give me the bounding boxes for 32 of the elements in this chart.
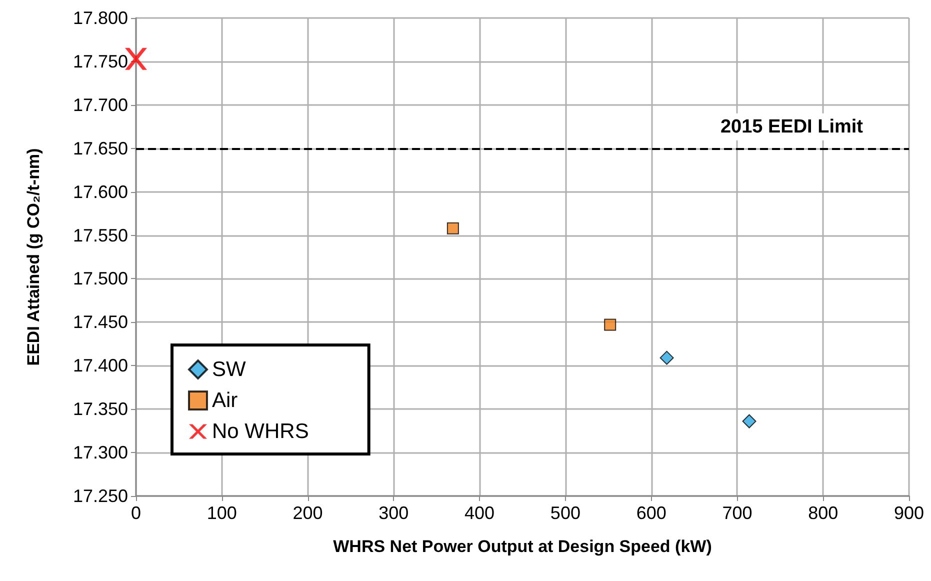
x-tick-label: 200 <box>292 503 323 523</box>
y-tick-label: 17.600 <box>72 182 128 202</box>
legend-label: SW <box>212 358 246 381</box>
x-tick-label: 400 <box>464 503 495 523</box>
point <box>446 222 459 234</box>
x-tick-label: 300 <box>378 503 409 523</box>
x-tick-label: 600 <box>636 503 666 523</box>
ref-line-label: 2015 EEDI Limit <box>720 116 864 138</box>
y-tick-label: 17.250 <box>72 486 128 506</box>
x-tick-label: 800 <box>808 503 838 523</box>
point <box>604 318 616 331</box>
x-tick-label: 700 <box>722 503 752 523</box>
x-tick-label: 100 <box>206 503 237 523</box>
y-tick-label: 17.450 <box>72 312 128 332</box>
y-tick-label: 17.800 <box>72 8 128 28</box>
y-tick-label: 17.400 <box>72 356 128 376</box>
y-axis-title: EEDI Attained (g CO₂/t-nm) <box>24 148 43 366</box>
y-tick-label: 17.550 <box>72 225 128 246</box>
x-tick-label: 500 <box>550 503 580 523</box>
legend-label: No WHRS <box>212 420 309 443</box>
x-tick-label: 900 <box>894 503 924 523</box>
x-axis-title: WHRS Net Power Output at Design Speed (kW) <box>333 537 712 556</box>
y-tick-label: 17.650 <box>72 138 128 158</box>
y-tick-label: 17.750 <box>72 51 128 72</box>
y-tick-label: 17.300 <box>72 442 128 463</box>
point <box>660 350 674 365</box>
y-tick-label: 17.350 <box>72 399 128 420</box>
y-tick-label: 17.700 <box>72 94 128 115</box>
legend-label: Air <box>212 389 238 412</box>
y-tick-label: 17.500 <box>72 268 128 289</box>
x-tick-label: 0 <box>130 503 142 523</box>
point <box>742 414 756 428</box>
